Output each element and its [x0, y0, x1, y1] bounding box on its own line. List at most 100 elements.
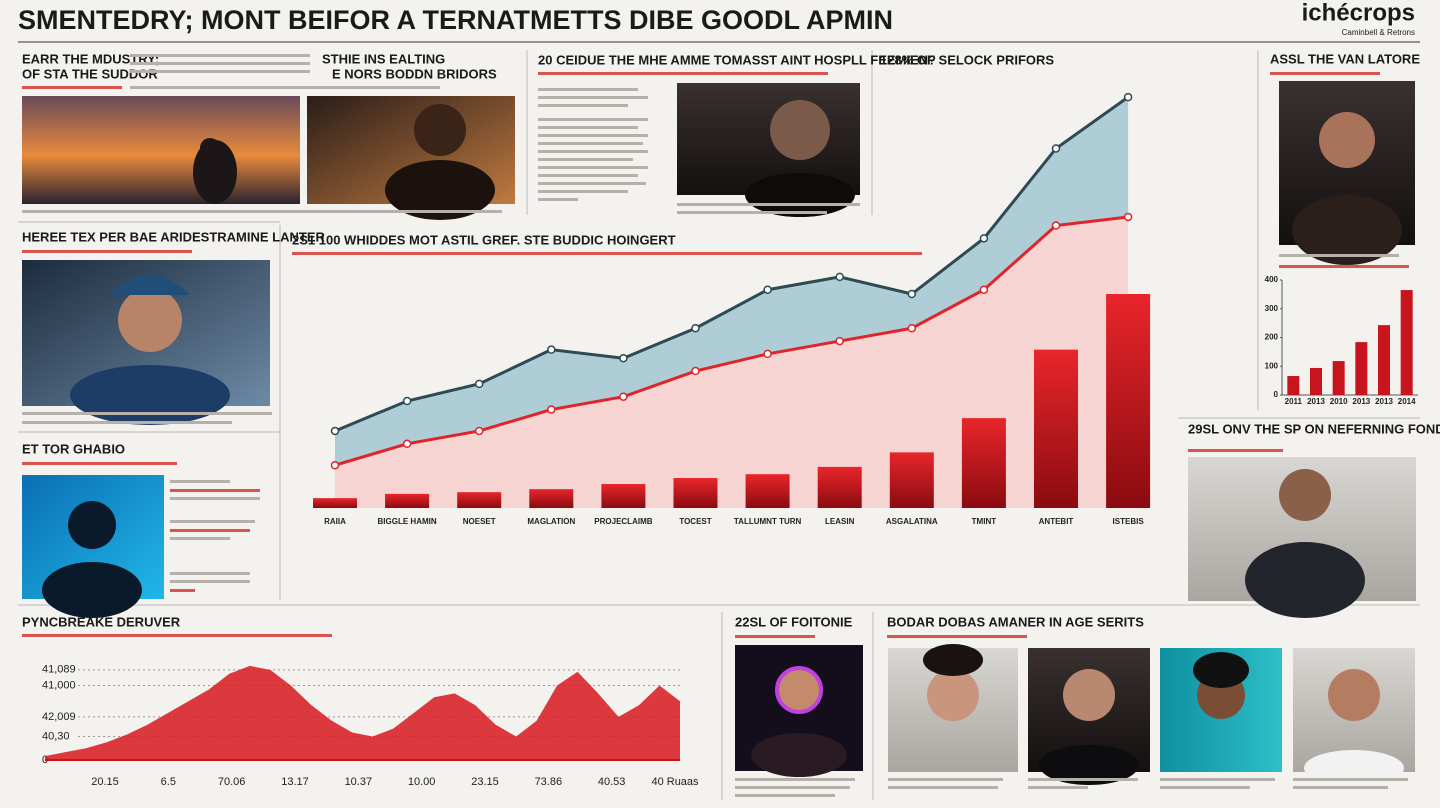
area	[45, 665, 680, 760]
bar	[1310, 367, 1322, 395]
bar	[313, 498, 357, 508]
y-tick-label: 100	[1265, 361, 1279, 370]
dividers	[18, 50, 1420, 800]
x-tick-label: 40 Ruaas	[651, 776, 699, 788]
headline: 20 CEIDUE THE MHE AMME TOMASST AINT HOSP…	[538, 52, 936, 67]
y-tick-label: 400	[1265, 275, 1279, 284]
point	[835, 336, 844, 346]
line	[334, 95, 1129, 433]
area-band	[335, 97, 1129, 466]
point	[402, 439, 412, 449]
headline: ASSL THE VAN LATORE	[1270, 51, 1420, 66]
x-tick-label: 2013	[1307, 397, 1325, 406]
bar	[1355, 342, 1368, 395]
headline: 29SL ONV THE SP ON NEFERNING FONDSTRY	[1188, 421, 1440, 436]
y-tick-label: 41,000	[42, 679, 76, 691]
x-tick-label: 13.17	[281, 776, 309, 788]
bar	[745, 474, 790, 508]
x-tick-label: 2013	[1375, 397, 1393, 406]
bar	[1400, 290, 1413, 395]
headline: EARR THE MDUSTRY;	[22, 51, 159, 66]
x-tick-label: ASGALATINA	[886, 517, 938, 526]
point	[1051, 144, 1061, 153]
bar	[961, 418, 1006, 508]
x-tick-label: ISTEBIS	[1113, 517, 1145, 526]
x-tick-label: NOESET	[463, 517, 496, 526]
bar	[457, 492, 502, 508]
x-tick-label: 40.53	[598, 776, 626, 788]
point	[1051, 221, 1061, 230]
point	[402, 396, 412, 406]
point	[907, 289, 917, 299]
point	[330, 460, 340, 470]
bar	[889, 452, 934, 508]
x-tick-label: 20.15	[91, 776, 119, 788]
headline: STHIE INS EALTING	[322, 51, 445, 66]
point	[763, 349, 772, 359]
point	[1123, 212, 1133, 222]
point	[619, 392, 628, 401]
photos	[22, 81, 1416, 786]
headline: OF STA THE SUDDOR	[22, 66, 158, 81]
text-lines	[22, 54, 1409, 797]
point	[691, 323, 700, 333]
logo-sub: Caminbell & Retrons	[1342, 28, 1415, 37]
point	[763, 285, 772, 294]
y-tick-label: 40,30	[42, 730, 70, 742]
y-tick-label: 300	[1265, 304, 1279, 313]
bar	[529, 489, 574, 508]
x-tick-label: BIGGLE HAMIN	[378, 517, 437, 526]
headline: E NORS BODDN BRIDORS	[332, 66, 497, 81]
x-tick-label: PROJECLAIMB	[594, 517, 652, 526]
x-tick-label: 73.86	[535, 776, 563, 788]
x-tick-label: 2010	[1330, 397, 1348, 406]
headline: 22SL OF FOITONIE	[735, 614, 853, 629]
x-tick-label: 2013	[1352, 397, 1370, 406]
bar	[1378, 325, 1390, 395]
line	[334, 215, 1129, 467]
x-tick-label: 2014	[1398, 397, 1416, 406]
y-tick-label: 41,089	[42, 664, 76, 676]
bar	[1287, 376, 1300, 395]
chart-subtitle: 2S1 100 WHIDDES MOT ASTIL GREF. STE BUDD…	[292, 232, 676, 247]
charts: 128% OF SELOCK PRIFORS 2S1 100 WHIDDES MO…	[22, 52, 1418, 788]
x-tick-label: 70.06	[218, 776, 246, 788]
headline: HEREE TEX PER BAE ARIDESTRAMINE LANTER	[22, 229, 325, 244]
point	[619, 353, 628, 363]
chart-title: 128% OF SELOCK PRIFORS	[880, 52, 1054, 67]
x-tick-label: TMINT	[972, 517, 997, 526]
point	[474, 379, 484, 389]
chart-title: PYNCBREAKE DERUVER	[22, 614, 181, 629]
point	[979, 285, 989, 294]
y-tick-label: 200	[1265, 333, 1279, 342]
headline: ET TOR GHABIO	[22, 441, 125, 456]
y-tick-label: 42,009	[42, 711, 76, 723]
bar	[1332, 361, 1345, 395]
x-tick-label: TOCEST	[679, 517, 711, 526]
point	[835, 272, 844, 282]
bar	[385, 493, 430, 508]
bar	[601, 484, 646, 508]
x-tick-label: LEASIN	[825, 517, 855, 526]
x-tick-label: ANTEBIT	[1039, 517, 1074, 526]
point	[1123, 92, 1133, 102]
page-title: SMENTEDRY; MONT BEIFOR A TERNATMETTS DIB…	[18, 5, 893, 35]
headline: BODAR DOBAS AMANER IN AGE SERITS	[887, 614, 1144, 629]
y-tick-label: 0	[1274, 390, 1279, 399]
x-tick-label: TALLUMNT TURN	[734, 517, 802, 526]
x-tick-label: 2011	[1285, 397, 1303, 406]
point	[547, 345, 556, 354]
point	[907, 323, 917, 333]
x-tick-label: 10.00	[408, 776, 436, 788]
x-tick-label: 23.15	[471, 776, 499, 788]
point	[330, 426, 340, 436]
bar	[1034, 349, 1078, 508]
bar	[817, 466, 862, 508]
x-tick-label: 6.5	[161, 776, 176, 788]
area-lower	[335, 216, 1129, 508]
point	[691, 366, 700, 376]
x-tick-label: 10.37	[345, 776, 373, 788]
bar	[673, 478, 718, 508]
point	[979, 234, 989, 243]
